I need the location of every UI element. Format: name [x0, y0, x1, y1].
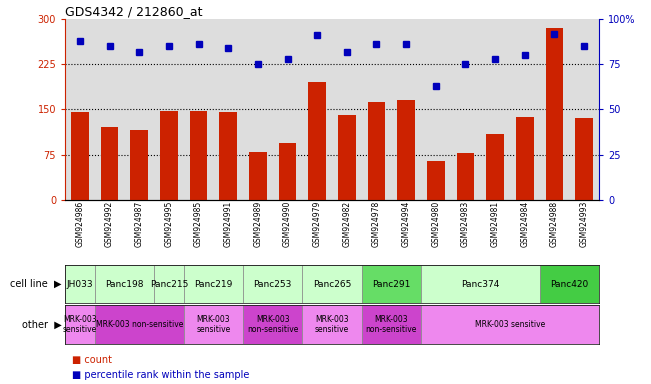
Bar	[71, 113, 89, 200]
Text: Panc198: Panc198	[105, 280, 144, 289]
Text: ■ count: ■ count	[72, 355, 111, 365]
Bar	[540, 265, 599, 303]
Bar	[486, 134, 504, 200]
Text: Panc420: Panc420	[550, 280, 589, 289]
Text: cell line  ▶: cell line ▶	[10, 279, 62, 289]
Bar	[279, 142, 296, 200]
Bar	[362, 305, 421, 344]
Text: Panc291: Panc291	[372, 280, 411, 289]
Bar	[421, 305, 599, 344]
Bar	[362, 265, 421, 303]
Bar	[219, 113, 237, 200]
Text: MRK-003
non-sensitive: MRK-003 non-sensitive	[366, 315, 417, 334]
Bar	[95, 265, 154, 303]
Bar	[421, 265, 540, 303]
Bar	[154, 265, 184, 303]
Text: MRK-003
sensitive: MRK-003 sensitive	[315, 315, 349, 334]
Bar	[95, 19, 124, 200]
Bar	[427, 161, 445, 200]
Bar	[243, 265, 302, 303]
Bar	[302, 265, 362, 303]
Bar	[154, 19, 184, 200]
Bar	[362, 19, 391, 200]
Text: Panc219: Panc219	[194, 280, 232, 289]
Text: JH033: JH033	[66, 280, 93, 289]
Bar	[249, 152, 267, 200]
Bar	[273, 19, 302, 200]
Bar	[184, 265, 243, 303]
Text: MRK-003
non-sensitive: MRK-003 non-sensitive	[247, 315, 298, 334]
Bar	[214, 19, 243, 200]
Bar	[130, 131, 148, 200]
Text: Panc215: Panc215	[150, 280, 188, 289]
Bar	[243, 19, 273, 200]
Text: Panc374: Panc374	[461, 280, 499, 289]
Bar	[309, 83, 326, 200]
Bar	[65, 305, 95, 344]
Bar	[575, 118, 593, 200]
Bar	[302, 305, 362, 344]
Bar	[368, 102, 385, 200]
Bar	[540, 19, 569, 200]
Bar	[101, 127, 118, 200]
Text: ■ percentile rank within the sample: ■ percentile rank within the sample	[72, 370, 249, 380]
Bar	[510, 19, 540, 200]
Bar	[184, 305, 243, 344]
Bar	[65, 19, 95, 200]
Text: MRK-003 non-sensitive: MRK-003 non-sensitive	[96, 320, 183, 329]
Bar	[480, 19, 510, 200]
Bar	[421, 19, 450, 200]
Bar	[516, 117, 534, 200]
Bar	[569, 19, 599, 200]
Bar	[243, 305, 302, 344]
Bar	[338, 116, 355, 200]
Bar	[65, 265, 95, 303]
Text: other  ▶: other ▶	[22, 319, 62, 329]
Bar	[189, 111, 208, 200]
Bar	[302, 19, 332, 200]
Bar	[546, 28, 563, 200]
Bar	[184, 19, 214, 200]
Bar	[456, 153, 475, 200]
Bar	[332, 19, 362, 200]
Text: MRK-003
sensitive: MRK-003 sensitive	[196, 315, 230, 334]
Text: Panc265: Panc265	[313, 280, 351, 289]
Text: Panc253: Panc253	[253, 280, 292, 289]
Text: GDS4342 / 212860_at: GDS4342 / 212860_at	[65, 5, 202, 18]
Bar	[391, 19, 421, 200]
Bar	[95, 305, 184, 344]
Bar	[124, 19, 154, 200]
Bar	[450, 19, 480, 200]
Text: MRK-003 sensitive: MRK-003 sensitive	[475, 320, 545, 329]
Text: MRK-003
sensitive: MRK-003 sensitive	[62, 315, 97, 334]
Bar	[160, 111, 178, 200]
Bar	[397, 101, 415, 200]
